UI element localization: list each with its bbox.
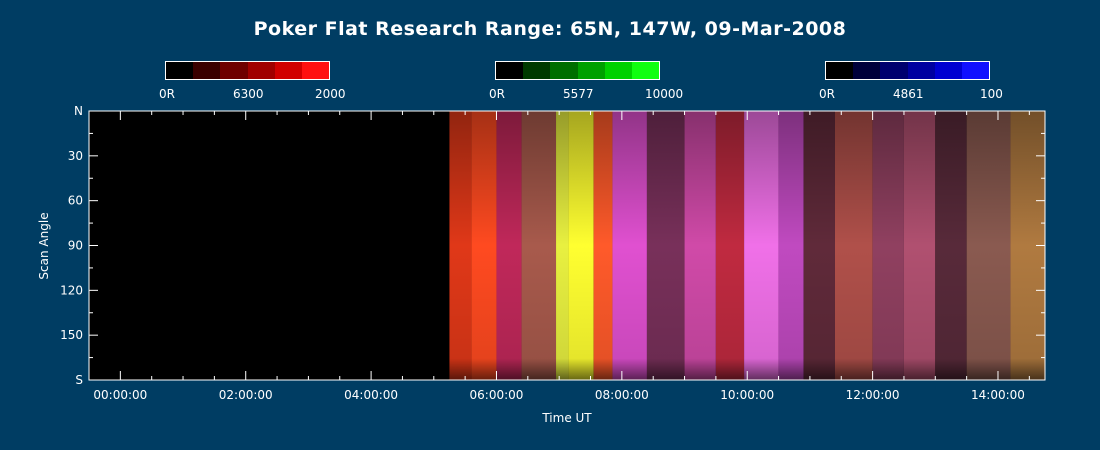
red-colorbar: 0R 6300 2000 [159,61,346,101]
axis-ticks: 00:00:00 02:00:00 04:00:00 06:00:00 08:00:00… [60,104,1045,402]
red-colorbar-min-label: 0R [159,87,175,101]
x-tick-label: 08:00:00 [595,388,649,402]
blue-colorbar-min-label: 0R [819,87,835,101]
red-colorbar-max-label: 2000 [315,87,346,101]
x-tick-label: 10:00:00 [720,388,774,402]
blue-colorbar-max-label: 100 [980,87,1003,101]
y-tick-label: 150 [60,328,83,342]
green-colorbar-min-label: 0R [489,87,505,101]
y-tick-label: N [74,104,83,118]
x-tick-label: 06:00:00 [470,388,524,402]
green-colorbar-max-label: 10000 [645,87,684,101]
y-tick-label: 60 [68,194,83,208]
x-tick-label: 12:00:00 [846,388,900,402]
blue-colorbar-swatch [880,62,908,79]
blue-colorbar-swatch [907,62,935,79]
chart-title: Poker Flat Research Range: 65N, 147W, 09… [253,18,847,40]
blue-colorbar: 0R 4861 100 [819,61,1003,101]
green-colorbar-swatches [495,61,660,80]
red-colorbar-swatches [165,61,330,80]
y-tick-label: 90 [68,239,83,253]
red-colorbar-swatch [247,62,275,79]
y-tick-label: 120 [60,283,83,297]
red-colorbar-mid-label: 6300 [233,87,264,101]
green-colorbar-swatch [577,62,605,79]
y-tick-label: S [75,373,83,387]
green-colorbar-mid-label: 5577 [563,87,594,101]
x-axis-label: Time UT [541,411,592,425]
x-tick-label: 04:00:00 [344,388,398,402]
red-colorbar-swatch [220,62,248,79]
green-colorbar: 0R 5577 10000 [489,61,683,101]
blue-colorbar-swatch [853,62,881,79]
blue-colorbar-swatches [825,61,990,80]
red-colorbar-swatch [301,62,330,79]
blue-colorbar-swatch [934,62,962,79]
red-colorbar-swatch [274,62,302,79]
x-tick-label: 14:00:00 [971,388,1025,402]
green-colorbar-swatch [523,62,551,79]
red-colorbar-swatch [193,62,221,79]
green-colorbar-swatch [604,62,632,79]
green-colorbar-swatch [496,62,524,79]
plot-shading [449,111,1046,380]
x-tick-label: 02:00:00 [219,388,273,402]
red-colorbar-swatch [166,62,194,79]
x-tick-label: 00:00:00 [93,388,147,402]
y-axis-label: Scan Angle [37,212,51,279]
blue-colorbar-swatch [826,62,854,79]
y-tick-label: 30 [68,149,83,163]
blue-colorbar-swatch [961,62,990,79]
green-colorbar-swatch [550,62,578,79]
green-colorbar-swatch [631,62,660,79]
blue-colorbar-mid-label: 4861 [893,87,924,101]
